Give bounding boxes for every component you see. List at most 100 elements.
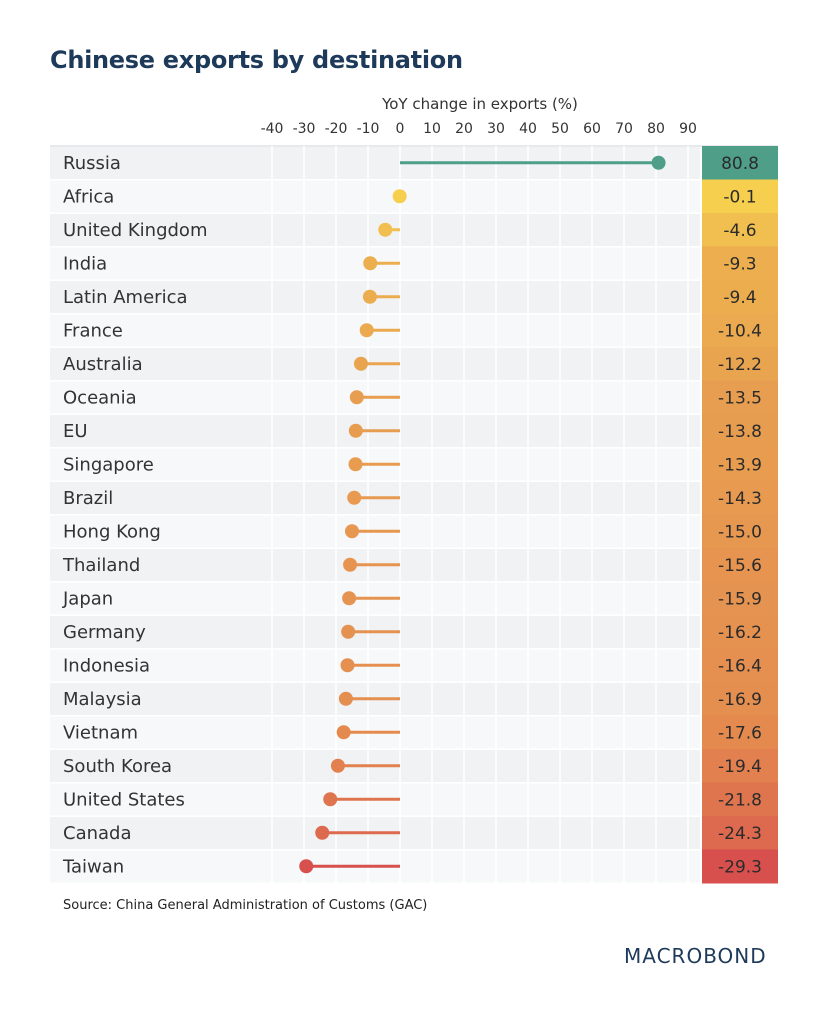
value-box — [702, 414, 778, 448]
value-box — [702, 246, 778, 281]
row-band — [50, 180, 700, 213]
x-tick-label: -10 — [357, 121, 380, 137]
lollipop-dot — [359, 323, 374, 338]
value-box — [702, 581, 778, 616]
value-label: -4.6 — [723, 221, 756, 241]
x-tick-label: -40 — [261, 121, 284, 137]
value-box — [702, 447, 778, 482]
value-box — [702, 648, 778, 683]
category-label: Indonesia — [63, 655, 150, 676]
value-label: -12.2 — [718, 355, 762, 375]
lollipop-dots — [299, 155, 666, 874]
category-label: France — [63, 320, 123, 341]
value-box — [702, 749, 778, 783]
x-tick-label: -20 — [325, 121, 348, 137]
x-axis-ticks: -40 -30 -20 -10 0 10 20 30 40 50 60 70 80 90 — [261, 121, 697, 137]
lollipop-dot — [362, 289, 377, 304]
value-box — [702, 782, 778, 817]
lollipop-dot — [315, 825, 330, 840]
category-label: Taiwan — [62, 856, 124, 877]
value-label: -16.4 — [718, 656, 762, 676]
value-box — [702, 615, 778, 649]
category-label: Malaysia — [63, 689, 142, 710]
value-label: -15.6 — [718, 556, 762, 576]
category-label: Latin America — [63, 287, 188, 308]
value-label: -13.9 — [718, 455, 762, 475]
x-axis-title: YoY change in exports (%) — [381, 95, 578, 113]
lollipop-dot — [348, 423, 363, 438]
value-box — [702, 313, 778, 348]
x-tick-label: 40 — [519, 121, 537, 137]
value-label: -0.1 — [723, 187, 756, 207]
lollipop-dot — [347, 490, 362, 505]
category-label: Russia — [63, 153, 121, 174]
lollipop-dot — [330, 758, 345, 773]
x-tick-label: 0 — [396, 121, 405, 137]
x-tick-label: 70 — [615, 121, 633, 137]
value-box — [702, 380, 778, 415]
lollipop-dot — [348, 457, 363, 472]
category-label: South Korea — [63, 756, 172, 777]
lollipop-dot — [299, 859, 314, 874]
lollipop-dot — [363, 256, 378, 271]
value-label: -19.4 — [718, 757, 762, 777]
lollipop-dot — [345, 524, 359, 539]
lollipop-dot — [349, 390, 364, 405]
x-tick-label: 60 — [583, 121, 601, 137]
lollipop-dot — [336, 725, 351, 740]
value-label: -9.3 — [723, 254, 756, 274]
x-tick-label: 50 — [551, 121, 569, 137]
lollipop-dot — [651, 155, 666, 170]
category-label: Canada — [63, 823, 132, 844]
lollipop-dot — [340, 658, 355, 673]
value-label: 80.8 — [721, 154, 759, 174]
chart-title: Chinese exports by destination — [50, 46, 463, 74]
value-box — [702, 481, 778, 515]
value-label: -14.3 — [718, 489, 762, 509]
value-box — [702, 849, 778, 884]
value-label: -21.8 — [718, 790, 762, 810]
x-tick-label: 20 — [455, 121, 473, 137]
category-label: Thailand — [62, 555, 140, 576]
lollipop-dot — [323, 792, 338, 807]
lollipop-dot — [392, 189, 407, 204]
x-tick-label: 90 — [679, 121, 697, 137]
value-label: -24.3 — [718, 824, 762, 844]
category-label: Singapore — [63, 454, 154, 475]
category-labels: Russia Africa United Kingdom India Latin Ame… — [62, 153, 207, 878]
x-tick-label: 10 — [423, 121, 441, 137]
value-labels: 80.8 -0.1 -4.6 -9.3 -9.4 -10.4 -12.2 -13.5 -13.8… — [718, 154, 762, 878]
category-label: Vietnam — [63, 722, 138, 743]
value-box — [702, 179, 778, 214]
value-box — [702, 213, 778, 247]
value-boxes — [702, 146, 778, 884]
value-box — [702, 548, 778, 582]
lollipop-dot — [341, 624, 356, 639]
value-label: -13.5 — [718, 388, 762, 408]
value-label: -15.0 — [718, 522, 762, 542]
category-label: Brazil — [63, 488, 113, 509]
macrobond-logo: MACROBOND — [624, 944, 767, 968]
value-label: -10.4 — [718, 321, 762, 341]
value-label: -13.8 — [718, 422, 762, 442]
category-label: United Kingdom — [63, 220, 207, 241]
category-label: Hong Kong — [63, 521, 161, 542]
lollipop-dot — [338, 691, 353, 706]
lollipop-dot — [342, 591, 357, 606]
lollipop-dot — [378, 222, 393, 237]
lollipop-dot — [343, 557, 358, 572]
value-label: -16.9 — [718, 690, 762, 710]
value-label: -16.2 — [718, 623, 762, 643]
category-label: Australia — [63, 354, 143, 375]
category-label: Africa — [63, 186, 114, 207]
category-label: Japan — [62, 588, 113, 609]
value-box — [702, 146, 778, 180]
value-box — [702, 682, 778, 716]
category-label: Oceania — [63, 387, 137, 408]
value-label: -15.9 — [718, 589, 762, 609]
category-label: India — [63, 253, 107, 274]
value-box — [702, 816, 778, 850]
lollipop-dot — [353, 356, 368, 371]
source-note: Source: China General Administration of … — [63, 898, 428, 913]
